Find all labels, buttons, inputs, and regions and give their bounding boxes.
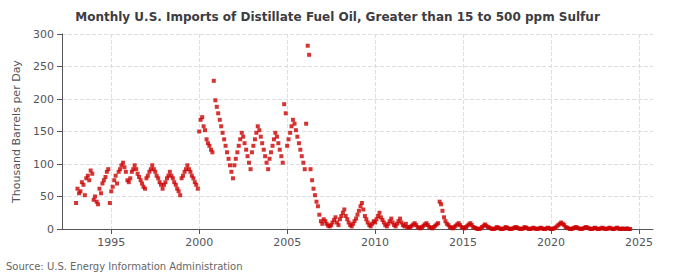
svg-text:100: 100 — [33, 158, 54, 171]
svg-text:2010: 2010 — [361, 236, 389, 249]
svg-text:1995: 1995 — [97, 236, 125, 249]
svg-text:2025: 2025 — [625, 236, 653, 249]
svg-text:2020: 2020 — [537, 236, 565, 249]
svg-text:2005: 2005 — [273, 236, 301, 249]
svg-text:300: 300 — [33, 28, 54, 41]
svg-text:0: 0 — [47, 223, 54, 236]
svg-text:50: 50 — [40, 190, 54, 203]
svg-text:Monthly U.S. Imports of Distil: Monthly U.S. Imports of Distillate Fuel … — [75, 10, 600, 24]
svg-text:2000: 2000 — [185, 236, 213, 249]
svg-text:250: 250 — [33, 60, 54, 73]
svg-text:200: 200 — [33, 93, 54, 106]
svg-text:Source: U.S. Energy Informatio: Source: U.S. Energy Information Administ… — [6, 261, 243, 272]
svg-text:Thousand Barrels per Day: Thousand Barrels per Day — [10, 60, 23, 204]
svg-text:150: 150 — [33, 125, 54, 138]
svg-text:2015: 2015 — [449, 236, 477, 249]
